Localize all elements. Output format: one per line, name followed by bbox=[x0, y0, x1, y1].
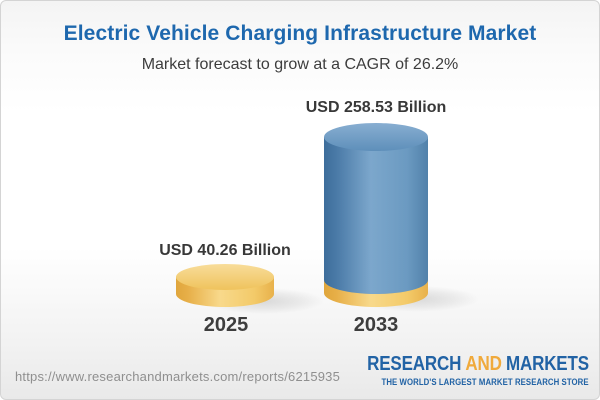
report-url: https://www.researchandmarkets.com/repor… bbox=[15, 369, 341, 384]
bar-2033-blue-body bbox=[324, 137, 428, 294]
page-title: Electric Vehicle Charging Infrastructure… bbox=[63, 22, 537, 45]
bar-2025-top bbox=[176, 264, 274, 290]
category-label-2025: 2025 bbox=[203, 314, 249, 336]
logo-tagline: THE WORLD'S LARGEST MARKET RESEARCH STOR… bbox=[381, 377, 589, 388]
logo-wordmark: RESEARCH AND MARKETS bbox=[367, 353, 589, 376]
category-label-2033: 2033 bbox=[353, 314, 399, 336]
bar-2033-blue-top bbox=[324, 123, 428, 151]
page-subtitle: Market forecast to grow at a CAGR of 26.… bbox=[141, 56, 459, 73]
research-and-markets-logo: RESEARCH AND MARKETS THE WORLD'S LARGEST M… bbox=[328, 353, 589, 388]
logo-word-markets: MARKETS bbox=[506, 353, 589, 375]
value-label-2025: USD 40.26 Billion bbox=[159, 242, 291, 259]
value-label-2033: USD 258.53 Billion bbox=[305, 99, 447, 116]
logo-word-and: AND bbox=[465, 353, 502, 375]
logo-word-research: RESEARCH bbox=[367, 353, 462, 375]
